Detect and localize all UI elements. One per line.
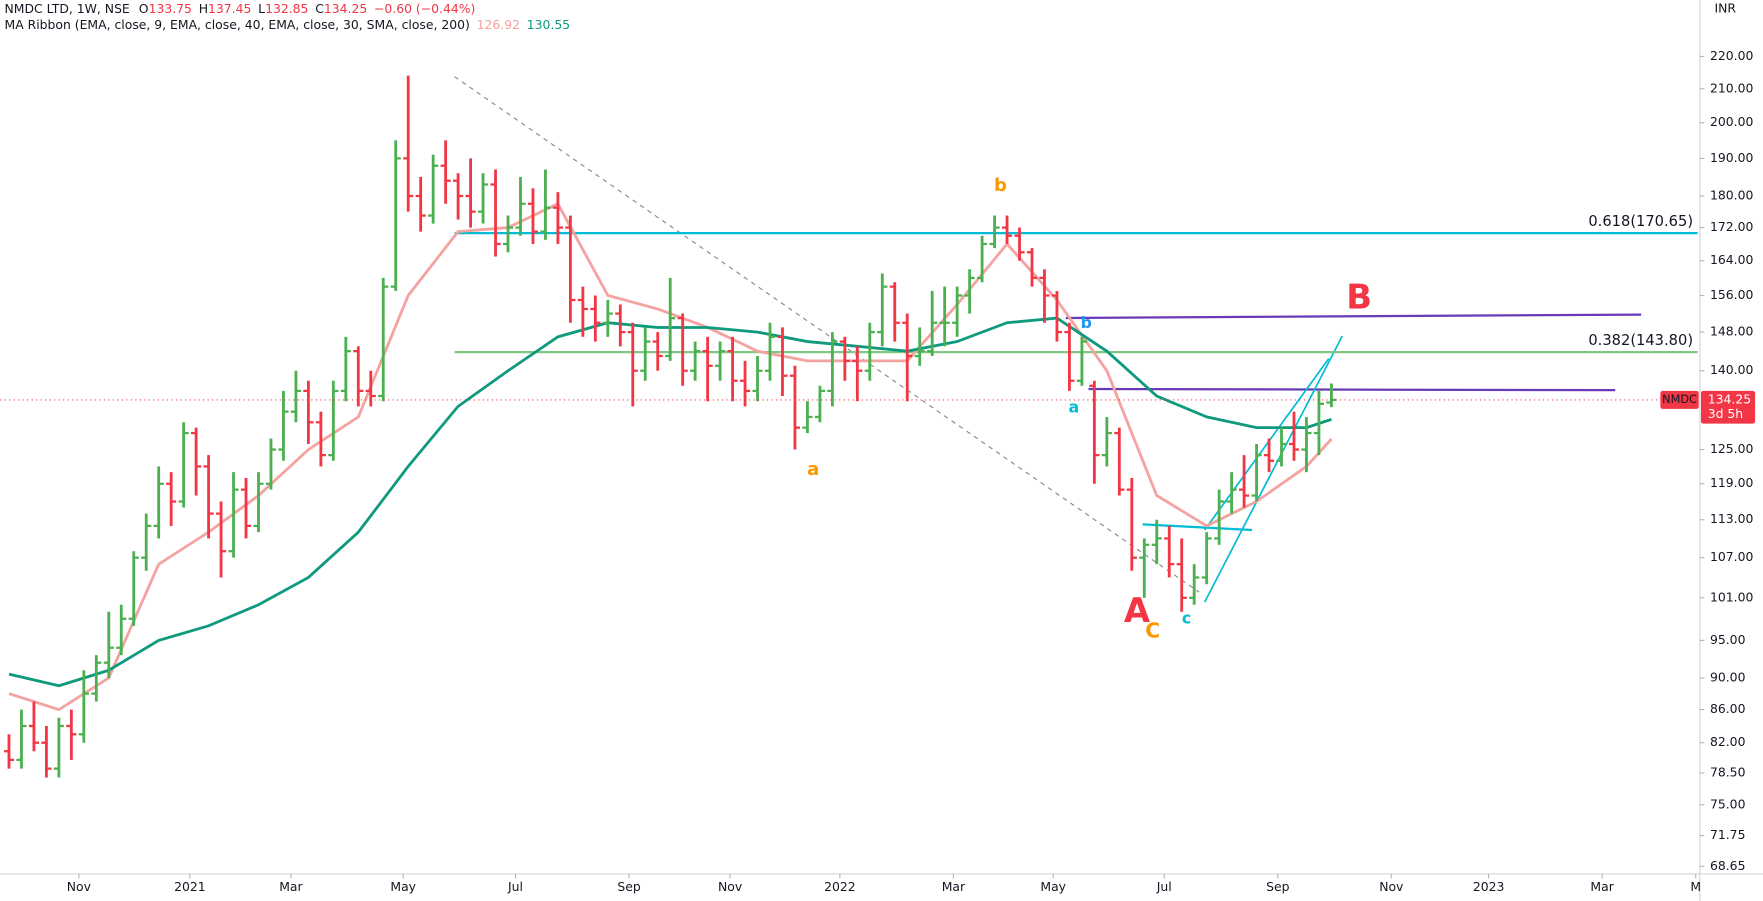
y-tick-label: 172.00: [1710, 219, 1753, 234]
y-tick-label: 113.00: [1710, 511, 1753, 526]
y-tick-label: 86.00: [1710, 701, 1746, 716]
ohlc-value: 134.25: [324, 1, 367, 16]
y-tick-label: 148.00: [1710, 324, 1753, 339]
y-tick-label: 220.00: [1710, 48, 1753, 63]
ohlc-prefix: H: [199, 1, 208, 16]
neck-line: [1142, 523, 1253, 532]
x-tick-label: Sep: [1266, 879, 1289, 894]
x-tick-label: Sep: [617, 879, 640, 894]
x-tick-label: May: [1040, 879, 1066, 894]
price-tag: [1700, 390, 1756, 424]
level-line: [1065, 313, 1642, 320]
ohlc-value: 137.45: [208, 1, 251, 16]
symbol-tag: [1660, 390, 1699, 409]
y-tick-label: 95.00: [1710, 632, 1746, 647]
ohlc-value: 133.75: [149, 1, 192, 16]
header: NMDC LTD, 1W, NSE O133.75 H137.45 L132.85 C1…: [5, 1, 476, 16]
wave-label: A: [1124, 591, 1151, 630]
indicator-value: 126.92: [477, 16, 520, 31]
y-tick-label: 68.65: [1710, 858, 1745, 873]
wave-label: b: [1081, 313, 1092, 332]
y-tick-label: 78.50: [1710, 765, 1746, 780]
wave-label: a: [807, 459, 819, 480]
channel-line: [1203, 335, 1344, 603]
x-tick-label: Mar: [942, 879, 966, 894]
symbol-title: NMDC LTD, 1W, NSE: [5, 1, 130, 16]
change: −0.60 (−0.44%): [374, 1, 475, 16]
ohlc-prefix: C: [315, 1, 324, 16]
x-tick-label: Jul: [1156, 879, 1172, 894]
y-tick-label: 140.00: [1710, 362, 1753, 377]
currency: INR: [1714, 1, 1736, 16]
wave-label: C: [1145, 618, 1160, 642]
y-tick-label: 156.00: [1710, 287, 1753, 302]
wave-label: B: [1346, 277, 1372, 316]
countdown-label: 3d 5h: [1708, 406, 1743, 421]
y-tick-label: 119.00: [1710, 475, 1753, 490]
y-tick-label: 190.00: [1710, 150, 1753, 165]
ohlc-prefix: L: [258, 1, 265, 16]
y-tick-label: 107.00: [1710, 549, 1753, 564]
x-tick-label: May: [390, 879, 416, 894]
indicator-name: MA Ribbon (EMA, close, 9, EMA, close, 40…: [5, 16, 470, 31]
y-tick-label: 180.00: [1710, 187, 1753, 202]
ohlc-value: 132.85: [265, 1, 308, 16]
x-tick-label: M: [1690, 879, 1701, 894]
y-tick-label: 71.75: [1710, 827, 1745, 842]
fib-label: 0.618(170.65): [1588, 213, 1693, 230]
x-tick-label: Mar: [279, 879, 303, 894]
x-tick-label: Nov: [1379, 879, 1403, 894]
x-tick-label: Jul: [507, 879, 523, 894]
y-tick-label: 75.00: [1710, 796, 1746, 811]
wave-label: b: [994, 175, 1007, 196]
x-tick-label: Nov: [67, 879, 91, 894]
y-tick-label: 90.00: [1710, 669, 1746, 684]
indicator-legend: MA Ribbon (EMA, close, 9, EMA, close, 40…: [5, 16, 571, 31]
x-tick-label: Mar: [1590, 879, 1614, 894]
price-tag-label: 134.25: [1708, 391, 1751, 406]
wave-label: c: [1182, 609, 1191, 628]
x-tick-label: 2022: [824, 879, 856, 894]
ohlc-prefix: O: [139, 1, 149, 16]
indicator-value: 130.55: [527, 16, 570, 31]
y-tick-label: 82.00: [1710, 734, 1746, 749]
y-tick-label: 210.00: [1710, 80, 1753, 95]
x-tick-label: Nov: [718, 879, 742, 894]
channel-line: [1203, 358, 1330, 531]
y-tick-label: 125.00: [1710, 441, 1753, 456]
wave-label: a: [1068, 398, 1079, 417]
x-tick-label: 2023: [1473, 879, 1505, 894]
x-tick-label: 2021: [174, 879, 206, 894]
level-line: [1088, 387, 1616, 392]
y-tick-label: 200.00: [1710, 114, 1753, 129]
trend-line: [454, 76, 1200, 593]
symbol-tag-label: NMDC: [1662, 393, 1697, 406]
y-tick-label: 164.00: [1710, 252, 1753, 267]
fib-label: 0.382(143.80): [1588, 332, 1693, 349]
y-tick-label: 101.00: [1710, 589, 1753, 604]
drawings: [454, 76, 1642, 603]
